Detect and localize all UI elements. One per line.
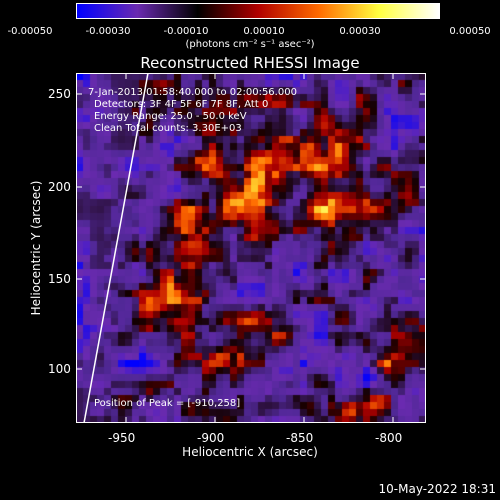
x-tick: -900 (197, 431, 225, 445)
y-tick: 100 (48, 362, 71, 376)
colorbar-tick: 0.00010 (243, 26, 285, 37)
colorbar-tick: -0.00030 (85, 26, 131, 37)
x-tick: -950 (108, 431, 136, 445)
colorbar (76, 3, 440, 19)
x-axis-label: Heliocentric X (arcsec) (182, 445, 318, 459)
limb-line (83, 73, 149, 423)
plot-title: Reconstructed RHESSI Image (140, 54, 360, 72)
y-tick: 250 (48, 87, 71, 101)
rhessi-image (76, 73, 426, 423)
colorbar-units: (photons cm⁻² s⁻¹ asec⁻²) (185, 39, 315, 50)
plot-frame (76, 73, 426, 423)
x-tick: -800 (375, 431, 403, 445)
y-tick: 200 (48, 180, 71, 194)
y-tick: 150 (48, 272, 71, 286)
footer-date: 10-May-2022 18:31 (378, 482, 496, 496)
annotation-energy: Energy Range: 25.0 - 50.0 keV (94, 111, 247, 122)
annotation-peak: Position of Peak = [-910,258] (94, 398, 241, 409)
colorbar-tick: -0.00050 (7, 26, 53, 37)
colorbar-tick: 0.00030 (339, 26, 381, 37)
annotation-time: 7-Jan-2013 01:58:40.000 to 02:00:56.000 (88, 87, 297, 98)
y-axis-label: Heliocentric Y (arcsec) (29, 180, 43, 316)
annotation-clean: Clean Total counts: 3.30E+03 (94, 123, 242, 134)
annotation-detectors: Detectors: 3F 4F 5F 6F 7F 8F, Att 0 (94, 99, 269, 110)
x-tick: -850 (286, 431, 314, 445)
colorbar-tick: 0.00050 (449, 26, 491, 37)
colorbar-tick: -0.00010 (163, 26, 209, 37)
